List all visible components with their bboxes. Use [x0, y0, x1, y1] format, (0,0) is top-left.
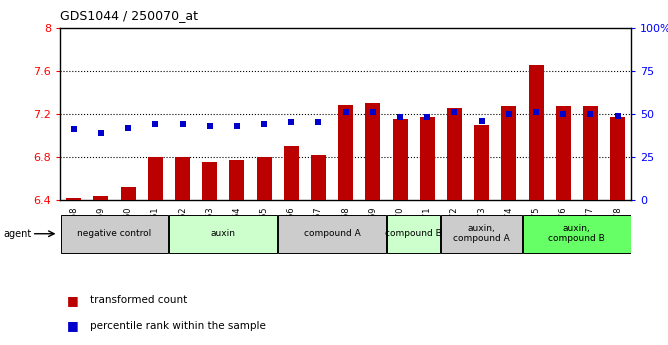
Bar — [148, 157, 163, 200]
Bar — [338, 105, 353, 200]
Text: compound B: compound B — [385, 229, 442, 238]
Bar — [257, 157, 272, 200]
FancyBboxPatch shape — [61, 215, 168, 253]
FancyBboxPatch shape — [170, 215, 277, 253]
Bar — [229, 160, 244, 200]
Bar — [474, 125, 489, 200]
Bar — [94, 196, 108, 200]
FancyBboxPatch shape — [387, 215, 440, 253]
Bar — [393, 119, 407, 200]
Bar — [583, 106, 598, 200]
Text: agent: agent — [3, 229, 31, 239]
Bar — [175, 157, 190, 200]
Text: auxin,
compound A: auxin, compound A — [454, 224, 510, 244]
Bar — [556, 106, 570, 200]
Text: negative control: negative control — [77, 229, 152, 238]
FancyBboxPatch shape — [523, 215, 631, 253]
Bar — [610, 117, 625, 200]
Bar — [284, 146, 299, 200]
Text: auxin: auxin — [211, 229, 236, 238]
Text: GDS1044 / 250070_at: GDS1044 / 250070_at — [60, 9, 198, 22]
Bar — [420, 117, 435, 200]
Bar — [202, 162, 217, 200]
Text: percentile rank within the sample: percentile rank within the sample — [90, 321, 266, 331]
Bar — [311, 155, 326, 200]
Text: ■: ■ — [67, 319, 79, 333]
Text: transformed count: transformed count — [90, 295, 188, 305]
Bar — [66, 198, 81, 200]
Bar — [365, 103, 380, 200]
Text: auxin,
compound B: auxin, compound B — [548, 224, 605, 244]
Bar — [121, 187, 136, 200]
Bar — [528, 65, 544, 200]
Bar — [502, 106, 516, 200]
FancyBboxPatch shape — [279, 215, 386, 253]
Text: ■: ■ — [67, 294, 79, 307]
Bar — [447, 108, 462, 200]
FancyBboxPatch shape — [442, 215, 522, 253]
Text: compound A: compound A — [304, 229, 361, 238]
